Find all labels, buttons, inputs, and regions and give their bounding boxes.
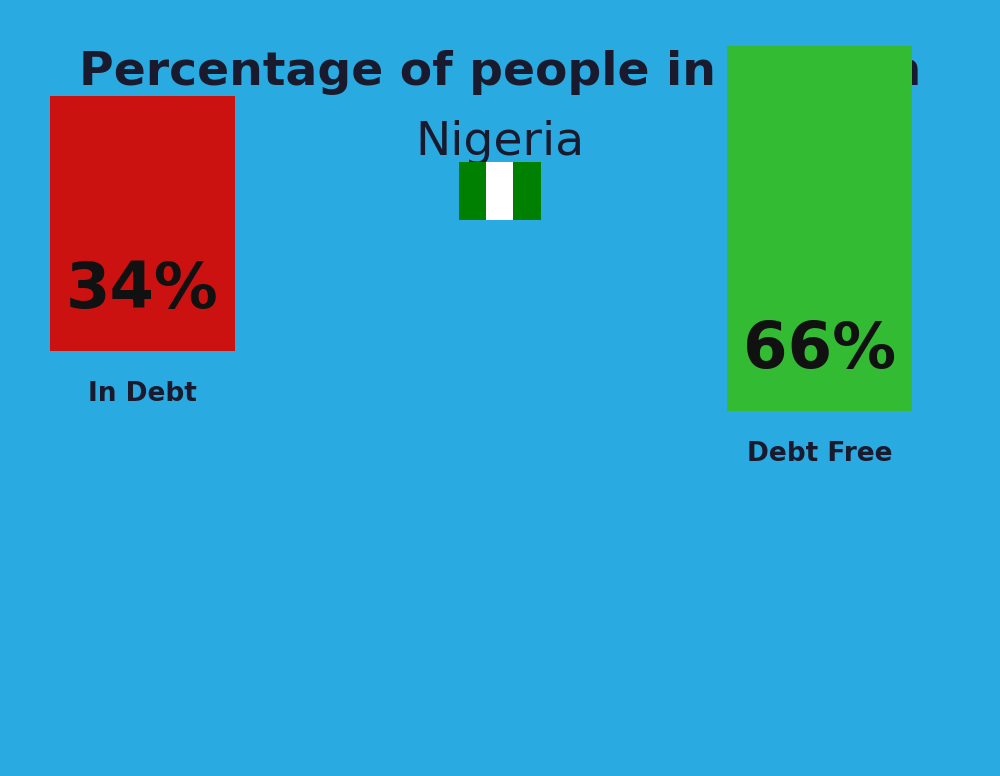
Bar (459, 162, 486, 220)
Text: Percentage of people in debt in: Percentage of people in debt in (79, 50, 921, 95)
Bar (727, 46, 912, 411)
Text: 66%: 66% (743, 319, 896, 381)
Text: In Debt: In Debt (88, 381, 197, 407)
Text: Debt Free: Debt Free (747, 441, 892, 467)
Bar (486, 162, 513, 220)
Text: 34%: 34% (66, 259, 219, 321)
Bar (50, 96, 235, 351)
Text: Nigeria: Nigeria (415, 120, 585, 165)
Bar (513, 162, 541, 220)
